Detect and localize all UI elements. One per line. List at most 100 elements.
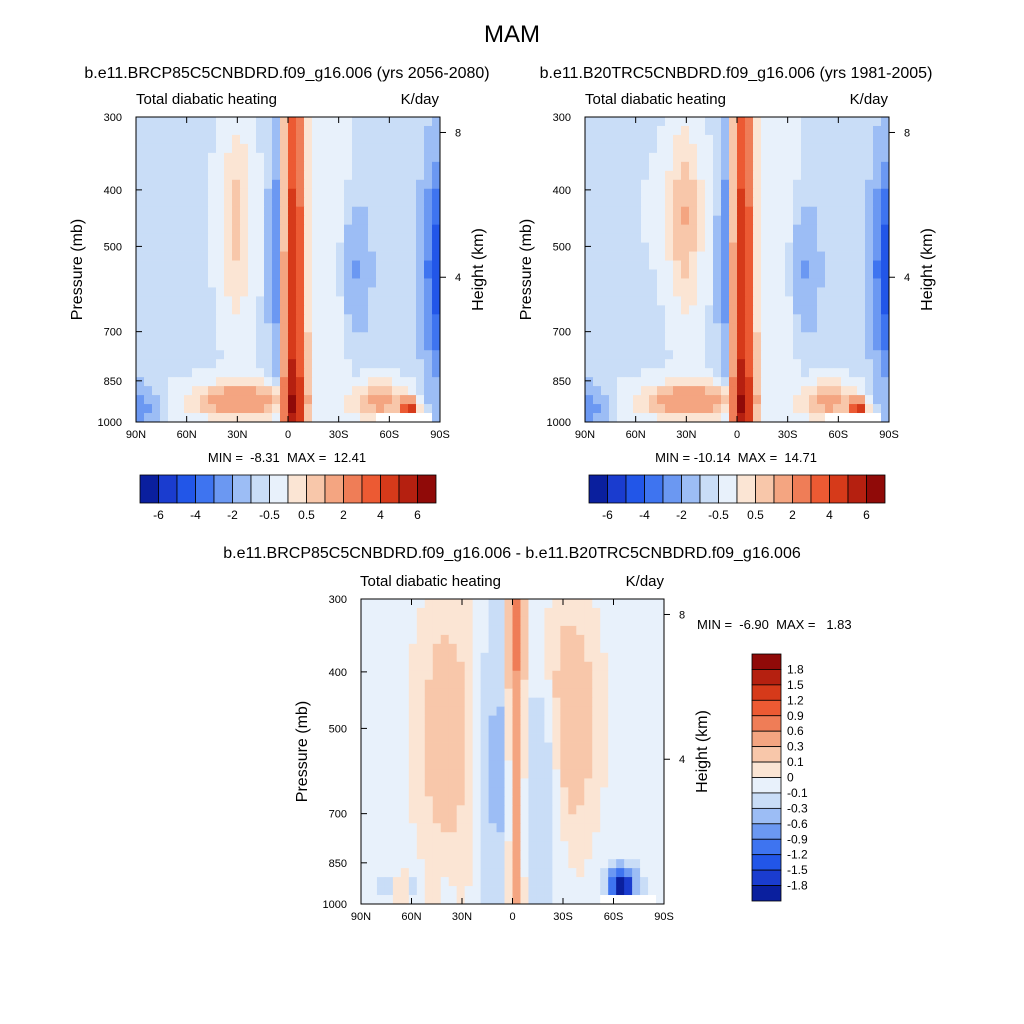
- field-cell: [817, 287, 826, 297]
- field-cell: [392, 377, 401, 387]
- field-cell: [544, 859, 553, 869]
- field-cell: [576, 607, 585, 618]
- field-cell: [817, 197, 826, 208]
- field-cell: [216, 359, 225, 369]
- field-cell: [689, 395, 698, 405]
- field-cell: [208, 152, 217, 163]
- field-cell: [753, 314, 762, 324]
- field-cell: [585, 323, 594, 333]
- field-cell: [200, 305, 209, 315]
- field-cell: [609, 206, 618, 217]
- field-cell: [881, 305, 890, 315]
- field-cell: [593, 134, 602, 145]
- field-cell: [809, 305, 818, 315]
- field-cell: [785, 404, 794, 414]
- field-cell: [384, 599, 394, 609]
- field-cell: [552, 742, 561, 752]
- field-cell: [344, 395, 353, 405]
- field-cell: [713, 359, 722, 369]
- field-cell: [849, 305, 858, 315]
- field-cell: [328, 287, 337, 297]
- field-cell: [264, 395, 273, 405]
- field-cell: [520, 661, 529, 672]
- field-cell: [184, 170, 193, 181]
- field-cell: [408, 143, 417, 154]
- field-cell: [272, 350, 281, 360]
- field-cell: [520, 742, 529, 752]
- field-cell: [328, 314, 337, 324]
- field-cell: [833, 341, 842, 351]
- field-cell: [705, 125, 714, 136]
- field-cell: [777, 305, 786, 315]
- field-cell: [625, 251, 634, 261]
- field-cell: [264, 233, 273, 243]
- field-cell: [456, 868, 466, 878]
- field-cell: [232, 215, 241, 226]
- field-cell: [857, 260, 866, 270]
- field-cell: [841, 206, 850, 217]
- field-cell: [648, 715, 657, 725]
- field-cell: [673, 161, 682, 172]
- field-cell: [408, 117, 417, 127]
- field-cell: [496, 733, 505, 743]
- field-cell: [641, 233, 650, 243]
- x-tick-label: 90S: [430, 429, 450, 441]
- field-cell: [608, 760, 617, 770]
- field-cell: [657, 332, 666, 342]
- field-cell: [464, 688, 474, 699]
- field-cell: [528, 751, 537, 761]
- field-cell: [705, 269, 714, 279]
- field-cell: [352, 242, 361, 252]
- field-cell: [256, 368, 265, 378]
- field-cell: [184, 233, 193, 243]
- field-cell: [216, 377, 225, 387]
- field-cell: [624, 814, 633, 824]
- field-cell: [593, 143, 602, 154]
- field-cell: [472, 697, 481, 708]
- field-cell: [624, 859, 633, 869]
- field-cell: [649, 368, 658, 378]
- field-cell: [352, 152, 361, 163]
- field-cell: [648, 868, 657, 878]
- field-cell: [585, 413, 594, 423]
- field-cell: [344, 143, 353, 154]
- field-cell: [472, 706, 481, 717]
- field-cell: [528, 697, 537, 708]
- field-cell: [809, 233, 818, 243]
- field-cell: [152, 224, 161, 235]
- field-cell: [753, 287, 762, 297]
- field-cell: [384, 715, 394, 725]
- field-cell: [681, 134, 690, 145]
- field-cell: [593, 215, 602, 226]
- field-cell: [136, 161, 145, 172]
- field-cell: [408, 625, 418, 636]
- field-cell: [841, 269, 850, 279]
- field-cell: [705, 350, 714, 360]
- field-cell: [753, 359, 762, 369]
- field-cell: [312, 305, 321, 315]
- field-cell: [624, 760, 633, 770]
- y-axis-label: Pressure (mb): [69, 219, 86, 320]
- field-cell: [384, 877, 394, 887]
- field-cell: [216, 143, 225, 154]
- field-cell: [536, 599, 545, 609]
- field-cell: [584, 769, 593, 779]
- panel-1-right-label: K/day: [401, 91, 440, 108]
- colorbar-box: [751, 807, 782, 825]
- field-cell: [633, 323, 642, 333]
- field-cell: [641, 170, 650, 181]
- field-cell: [144, 251, 153, 261]
- field-cell: [448, 715, 458, 725]
- field-cell: [512, 643, 521, 654]
- colorbar-label: 1.5: [787, 678, 804, 692]
- field-cell: [176, 305, 185, 315]
- field-cell: [681, 278, 690, 288]
- field-cell: [392, 233, 401, 243]
- field-cell: [448, 616, 458, 627]
- field-cell: [392, 117, 401, 127]
- field-cell: [544, 814, 553, 824]
- field-cell: [432, 724, 442, 734]
- field-cell: [168, 206, 177, 217]
- field-cell: [160, 224, 169, 235]
- field-cell: [360, 161, 369, 172]
